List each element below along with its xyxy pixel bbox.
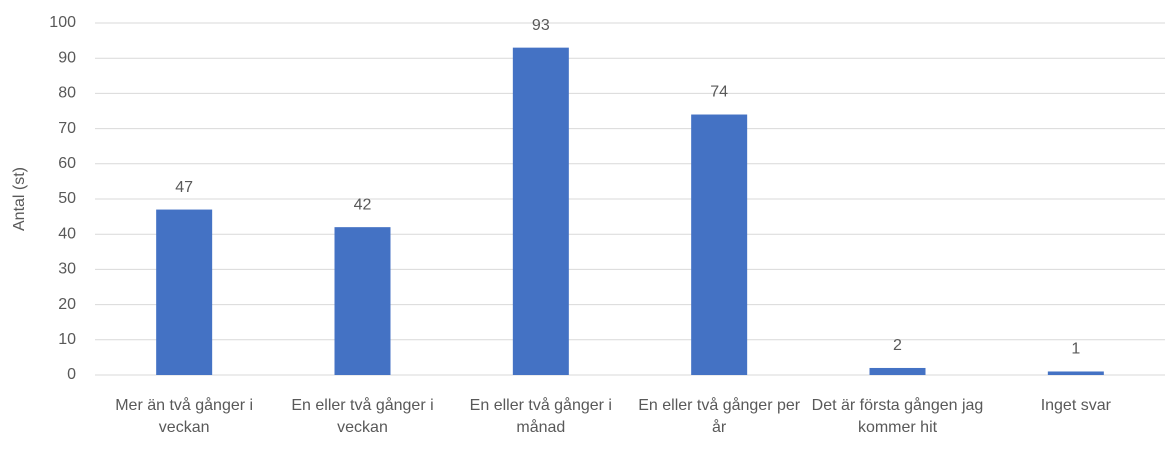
bar bbox=[869, 367, 926, 375]
y-tick-label: 100 bbox=[49, 14, 76, 31]
y-tick-label: 10 bbox=[58, 331, 76, 348]
y-tick-label: 30 bbox=[58, 261, 76, 278]
x-tick-label: En eller två gånger i månad bbox=[469, 397, 612, 436]
y-tick-label: 50 bbox=[58, 190, 76, 207]
x-tick-label: Mer än två gånger i veckan bbox=[115, 397, 254, 436]
y-tick-label: 80 bbox=[58, 85, 76, 102]
x-tick-label: Inget svar bbox=[1040, 397, 1111, 414]
y-tick-label: 0 bbox=[67, 366, 76, 383]
y-tick-label: 70 bbox=[58, 120, 76, 137]
x-tick-label: Det är första gången jag kommer hit bbox=[811, 397, 984, 436]
data-label: 74 bbox=[710, 84, 728, 101]
y-tick-label: 60 bbox=[58, 155, 76, 172]
data-label: 93 bbox=[532, 17, 550, 34]
y-tick-label: 90 bbox=[58, 49, 76, 66]
x-tick-label: En eller två gånger i veckan bbox=[291, 397, 434, 436]
bar bbox=[512, 47, 569, 375]
bar bbox=[156, 209, 213, 375]
x-tick-label: En eller två gånger per år bbox=[638, 397, 801, 436]
data-label: 42 bbox=[354, 196, 372, 213]
bar bbox=[334, 227, 391, 375]
y-tick-label: 20 bbox=[58, 296, 76, 313]
data-label: 2 bbox=[893, 337, 902, 354]
bar bbox=[691, 114, 748, 376]
data-label: 47 bbox=[175, 179, 193, 196]
data-label: 1 bbox=[1071, 341, 1080, 358]
bar bbox=[1047, 371, 1104, 375]
y-axis-label: Antal (st) bbox=[11, 167, 28, 231]
y-tick-label: 40 bbox=[58, 225, 76, 242]
